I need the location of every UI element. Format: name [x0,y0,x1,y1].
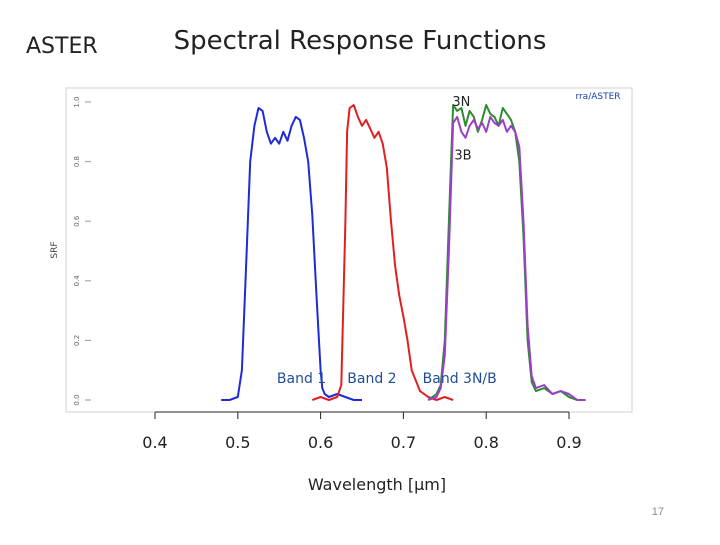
x-tick-label: 0.4 [142,433,167,452]
series-line-band-2 [311,104,454,401]
y-tick-label: 0.6 [73,215,81,227]
watermark-label: rra/ASTER [575,92,620,102]
x-tick-label: 0.9 [556,433,581,452]
slide-corner-title: ASTER [26,34,98,59]
y-axis-ticks: 0.0 0.2 0.4 0.6 0.8 1.0 [73,96,91,406]
y-tick-label: 0.0 [73,394,81,405]
annotation-layer: 3N 3B Band 1 Band 2 Band 3N/B [277,95,497,387]
slide-title: Spectral Response Functions [173,26,547,56]
series-line-band-3b [427,115,586,401]
annotation-label: 3N [452,95,470,110]
page-number: 17 [651,506,664,518]
y-axis-label: SRF [50,241,60,258]
annotation-label: 3B [454,149,471,164]
x-tick-label: 0.7 [391,433,416,452]
annotation-label: Band 3N/B [423,371,497,387]
y-tick-label: 1.0 [73,96,81,107]
x-axis-label: Wavelength [μm] [308,475,446,494]
x-axis-ticks: 0.4 0.5 0.6 0.7 0.8 0.9 [142,412,582,452]
series-layer [221,104,586,401]
annotation-label: Band 2 [347,371,396,387]
plot-frame [65,87,633,413]
annotation-label: Band 1 [277,371,326,387]
y-tick-label: 0.2 [73,335,81,346]
x-tick-label: 0.5 [225,433,250,452]
series-line-band-3n [427,104,586,401]
y-tick-label: 0.4 [73,275,81,287]
series-line-band-1 [221,107,362,401]
x-tick-label: 0.6 [308,433,333,452]
y-tick-label: 0.8 [73,156,81,167]
x-tick-label: 0.8 [473,433,498,452]
